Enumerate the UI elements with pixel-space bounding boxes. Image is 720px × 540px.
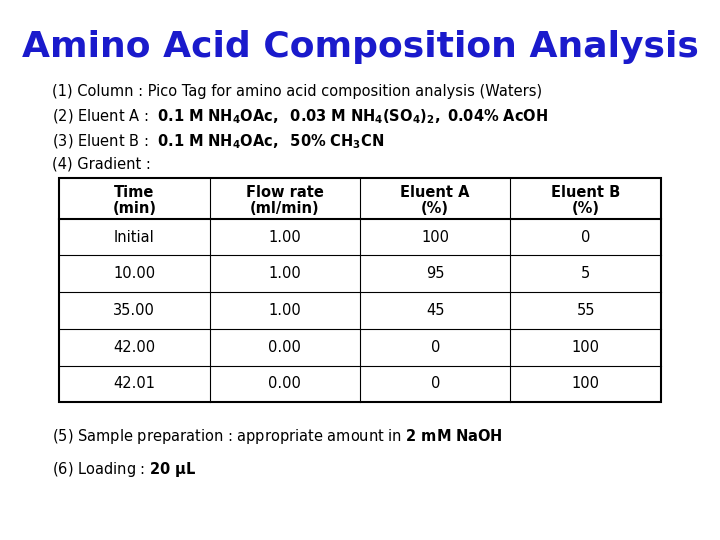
Text: Eluent B: Eluent B bbox=[551, 185, 621, 200]
Text: 0.00: 0.00 bbox=[269, 340, 301, 355]
Text: Flow rate: Flow rate bbox=[246, 185, 324, 200]
Text: 45: 45 bbox=[426, 303, 444, 318]
Text: 1.00: 1.00 bbox=[269, 266, 301, 281]
Text: (3) Eluent B :  $\mathbf{0.1\ M\ NH_4OAc,\ \ 50\%\ CH_3CN}$: (3) Eluent B : $\mathbf{0.1\ M\ NH_4OAc,… bbox=[52, 132, 384, 151]
Text: Time: Time bbox=[114, 185, 155, 200]
Text: 1.00: 1.00 bbox=[269, 230, 301, 245]
Text: 0.00: 0.00 bbox=[269, 376, 301, 392]
Bar bbox=[59, 178, 661, 402]
Text: 100: 100 bbox=[572, 340, 600, 355]
Text: (%): (%) bbox=[421, 201, 449, 216]
Text: (1) Column : Pico Tag for amino acid composition analysis (Waters): (1) Column : Pico Tag for amino acid com… bbox=[52, 84, 542, 99]
Text: 1.00: 1.00 bbox=[269, 303, 301, 318]
Text: Eluent A: Eluent A bbox=[400, 185, 470, 200]
Text: 0: 0 bbox=[431, 340, 440, 355]
Text: 100: 100 bbox=[572, 376, 600, 392]
Text: 10.00: 10.00 bbox=[113, 266, 156, 281]
Text: 42.00: 42.00 bbox=[113, 340, 156, 355]
Text: 42.01: 42.01 bbox=[113, 376, 156, 392]
Text: 5: 5 bbox=[581, 266, 590, 281]
Text: (6) Loading : $\mathbf{20\ \mu L}$: (6) Loading : $\mathbf{20\ \mu L}$ bbox=[52, 460, 196, 479]
Text: (2) Eluent A :  $\mathbf{0.1\ M\ NH_4OAc,\ \ 0.03\ M\ NH_4(SO_4)_2,\ 0.04\%\ AcO: (2) Eluent A : $\mathbf{0.1\ M\ NH_4OAc,… bbox=[52, 108, 548, 126]
Text: 0: 0 bbox=[431, 376, 440, 392]
Text: (min): (min) bbox=[112, 201, 156, 216]
Text: (%): (%) bbox=[572, 201, 600, 216]
Text: 95: 95 bbox=[426, 266, 444, 281]
Text: 35.00: 35.00 bbox=[113, 303, 156, 318]
Text: (ml/min): (ml/min) bbox=[250, 201, 320, 216]
Text: Initial: Initial bbox=[114, 230, 155, 245]
Text: 0: 0 bbox=[581, 230, 590, 245]
Text: 55: 55 bbox=[577, 303, 595, 318]
Text: (4) Gradient :: (4) Gradient : bbox=[52, 157, 150, 172]
Text: Amino Acid Composition Analysis: Amino Acid Composition Analysis bbox=[22, 30, 698, 64]
Text: (5) Sample preparation : appropriate amount in $\mathbf{2\ mM\ NaOH}$: (5) Sample preparation : appropriate amo… bbox=[52, 427, 503, 446]
Text: 100: 100 bbox=[421, 230, 449, 245]
